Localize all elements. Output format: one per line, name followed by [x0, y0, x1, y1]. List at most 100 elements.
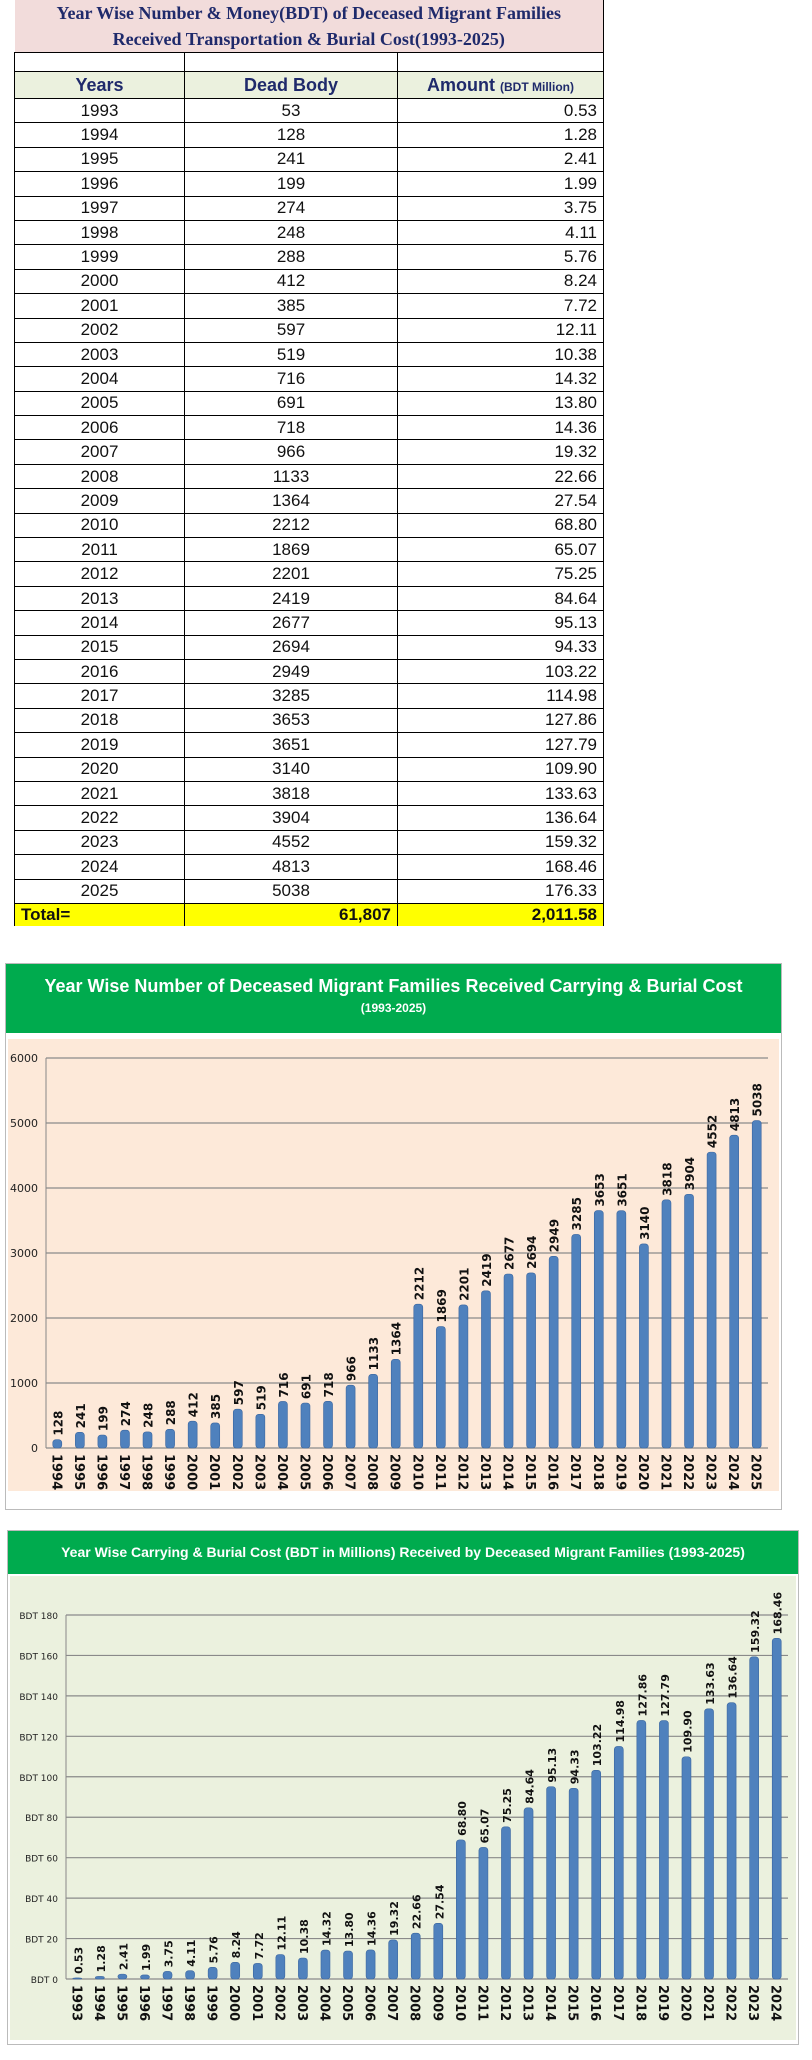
data-label: 136.64: [727, 1656, 740, 1699]
x-tick-label: 2000: [226, 1985, 241, 2021]
table-row: 2022 3904 136.64: [14, 805, 604, 831]
bar: [749, 1656, 759, 1980]
dead-body-cell: 1133: [184, 463, 398, 490]
bar: [75, 1432, 85, 1449]
year-cell: 2006: [14, 415, 185, 441]
amount-cell: 0.53: [397, 97, 604, 124]
data-label: 12.11: [275, 1916, 288, 1951]
dead-body-cell: 718: [184, 415, 398, 441]
data-label: 75.25: [501, 1788, 514, 1823]
table-row: 2011 1869 65.07: [14, 537, 604, 563]
year-cell: 1995: [14, 146, 185, 173]
year-cell: 2001: [14, 293, 185, 319]
dead-body-cell: 248: [184, 219, 398, 246]
data-label: 68.80: [456, 1801, 469, 1836]
x-tick-label: 2020: [635, 1454, 650, 1490]
table-row: 2015 2694 94.33: [14, 634, 604, 660]
x-tick-label: 2005: [339, 1985, 354, 2021]
dead-body-cell: 2419: [184, 585, 398, 612]
data-label: 385: [209, 1394, 223, 1419]
amount-cell: 68.80: [397, 512, 604, 539]
bar: [72, 1977, 83, 1980]
blank-cell: [397, 52, 604, 72]
chart-title: Year Wise Number of Deceased Migrant Fam…: [44, 976, 743, 996]
data-label: 2677: [503, 1237, 517, 1270]
x-tick-label: 2002: [229, 1454, 244, 1490]
x-tick-label: 2006: [319, 1454, 334, 1490]
x-tick-label: 2000: [184, 1454, 199, 1490]
y-tick-label: BDT 180: [19, 1612, 58, 1622]
data-label: 4552: [706, 1115, 720, 1148]
data-label: 274: [119, 1401, 133, 1426]
amount-cell: 1.28: [397, 122, 604, 148]
data-label: 103.22: [591, 1724, 604, 1766]
amount-cell: 103.22: [397, 658, 604, 685]
x-tick-label: 1999: [204, 1985, 219, 2021]
x-tick-label: 2007: [384, 1985, 399, 2021]
amount-cell: 14.32: [397, 366, 604, 392]
x-tick-label: 2017: [610, 1985, 625, 2021]
y-tick-label: BDT 40: [25, 1895, 58, 1905]
data-label: 3140: [638, 1206, 652, 1239]
table-row: 2023 4552 159.32: [14, 829, 604, 856]
bar: [661, 1199, 672, 1449]
bar: [523, 1807, 534, 1980]
dead-body-cell: 3653: [184, 707, 398, 734]
table-row: 2013 2419 84.64: [14, 585, 604, 612]
y-tick-label: BDT 100: [19, 1774, 58, 1784]
bar: [478, 1847, 489, 1980]
x-tick-label: 1993: [68, 1985, 83, 2021]
amount-cell: 4.11: [397, 219, 604, 246]
x-tick-label: 2002: [271, 1985, 286, 2021]
bar: [210, 1422, 221, 1449]
x-tick-label: 1996: [136, 1985, 151, 2021]
data-label: 7.72: [253, 1932, 266, 1959]
amount-cell: 159.32: [397, 829, 604, 856]
x-tick-label: 2022: [680, 1454, 695, 1490]
blank-cell: [14, 52, 185, 72]
chart-header: Year Wise Carrying & Burial Cost (BDT in…: [8, 1531, 798, 1574]
x-tick-label: 1995: [113, 1985, 128, 2021]
year-cell: 2013: [14, 585, 185, 612]
chart-title: Year Wise Carrying & Burial Cost (BDT in…: [61, 1544, 745, 1560]
amount-cell: 3.75: [397, 195, 604, 221]
x-tick-label: 2009: [429, 1985, 444, 2021]
data-label: 2419: [480, 1253, 494, 1286]
x-tick-label: 2023: [745, 1985, 760, 2021]
y-tick-label: BDT 120: [19, 1733, 58, 1743]
data-label: 128: [51, 1411, 65, 1436]
bar: [252, 1963, 263, 1980]
y-tick-label: 6000: [10, 1052, 38, 1065]
year-cell: 2002: [14, 317, 185, 343]
data-label: 0.53: [72, 1947, 85, 1974]
amount-cell: 127.79: [397, 732, 604, 758]
bar: [368, 1374, 378, 1449]
bar: [120, 1429, 130, 1449]
data-label: 13.80: [343, 1912, 356, 1947]
bar: [481, 1290, 491, 1449]
bar: [503, 1273, 514, 1449]
x-tick-label: 1998: [139, 1454, 154, 1490]
table-title: Year Wise Number & Money(BDT) of Decease…: [14, 0, 604, 53]
table-row: 2020 3140 109.90: [14, 756, 604, 782]
data-label: 19.32: [388, 1901, 401, 1936]
data-label: 159.32: [749, 1610, 762, 1652]
x-tick-label: 2011: [474, 1985, 489, 2021]
dead-body-cell: 2949: [184, 658, 398, 685]
data-label: 288: [164, 1400, 178, 1425]
y-tick-label: 3000: [10, 1247, 38, 1260]
bar: [142, 1431, 153, 1449]
bar: [546, 1786, 556, 1980]
year-cell: 2014: [14, 610, 185, 636]
y-tick-label: 4000: [10, 1182, 38, 1195]
table-row: 1996 199 1.99: [14, 171, 604, 197]
year-cell: 2011: [14, 537, 185, 563]
dead-body-cell: 288: [184, 244, 398, 270]
x-tick-label: 2021: [657, 1454, 672, 1490]
year-cell: 2012: [14, 561, 185, 587]
x-tick-label: 2010: [452, 1985, 467, 2021]
dead-body-cell: 4813: [184, 854, 398, 880]
y-tick-label: 5000: [10, 1117, 38, 1130]
bar: [230, 1962, 241, 1980]
table-row: 2017 3285 114.98: [14, 683, 604, 709]
